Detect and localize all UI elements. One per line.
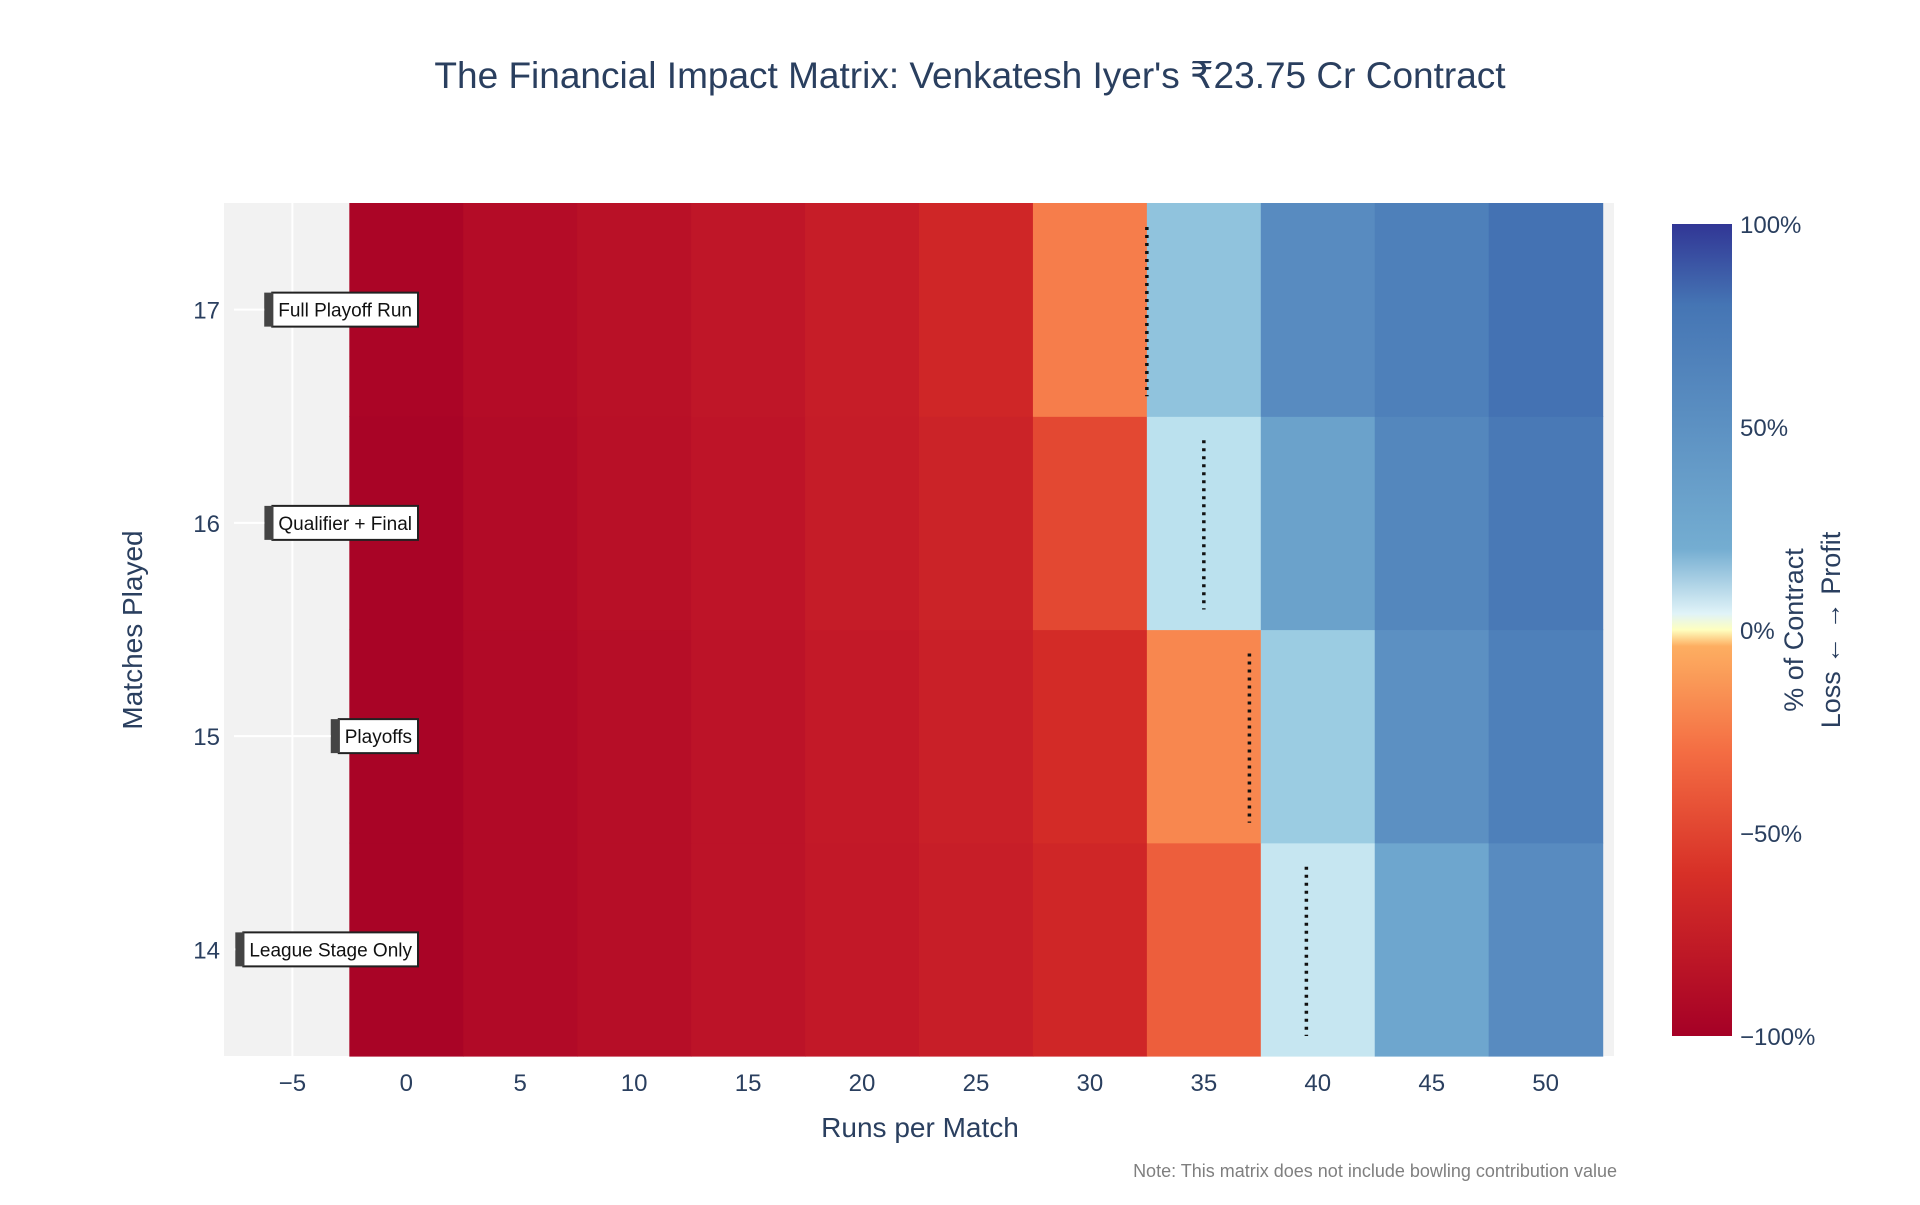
heatmap-cell (805, 416, 920, 631)
stage-label-text: Qualifier + Final (278, 514, 412, 535)
y-axis-ticks: 14 15 16 17 (193, 298, 220, 965)
x-tick-label: 30 (1077, 1070, 1104, 1097)
stage-label: League Stage Only (234, 931, 419, 968)
heatmap-cell (919, 842, 1034, 1057)
x-axis-title: Runs per Match (821, 1112, 1019, 1143)
heatmap-cell (1032, 416, 1148, 631)
y-tick-label: 14 (193, 937, 220, 964)
x-tick-label: 50 (1532, 1070, 1559, 1097)
heatmap-cell (1488, 842, 1604, 1057)
stage-label-text: Full Playoff Run (278, 301, 412, 322)
heatmap-cell (577, 842, 692, 1057)
heatmap-cell (1374, 416, 1490, 631)
colorbar-tick-label: −100% (1740, 1024, 1815, 1051)
chart-note: Note: This matrix does not include bowli… (1133, 1161, 1617, 1181)
x-tick-label: 20 (849, 1070, 876, 1097)
y-tick-label: 16 (193, 511, 220, 538)
stage-label-marker (235, 932, 245, 967)
colorbar-tick-label: 50% (1740, 415, 1788, 442)
stage-label: Full Playoff Run (234, 291, 419, 328)
colorbar-title-line2: Loss ← → Profit (1816, 531, 1846, 728)
heatmap-cell (1032, 203, 1148, 417)
stage-label-marker (264, 292, 274, 327)
heatmap-cell (1488, 203, 1604, 417)
heatmap-cells (349, 203, 1604, 1057)
heatmap-cell (1260, 842, 1376, 1057)
heatmap-cell (691, 842, 806, 1057)
heatmap-cell (805, 203, 920, 417)
heatmap-cell (919, 416, 1034, 631)
heatmap-cell (463, 416, 578, 631)
stage-label: Qualifier + Final (234, 504, 419, 541)
stage-label-box (337, 718, 419, 755)
heatmap-cell (805, 842, 920, 1057)
stage-label-text: League Stage Only (249, 940, 412, 961)
x-tick-label: 25 (963, 1070, 990, 1097)
heatmap-cell (1374, 842, 1490, 1057)
colorbar-tick-label: 0% (1740, 618, 1775, 645)
y-tick-label: 17 (193, 298, 220, 325)
chart-title: The Financial Impact Matrix: Venkatesh I… (434, 55, 1506, 96)
heatmap-cell (577, 203, 692, 417)
heatmap-cell (463, 842, 578, 1057)
colorbar-tick-label: −50% (1740, 821, 1802, 848)
heatmap-cell (1260, 416, 1376, 631)
heatmap-cell (1260, 629, 1376, 844)
heatmap-cell (1146, 842, 1262, 1057)
heatmap-cell (805, 629, 920, 844)
x-tick-label: 15 (735, 1070, 762, 1097)
heatmap-cell (691, 629, 806, 844)
heatmap-cell (1374, 629, 1490, 844)
heatmap-cell (919, 629, 1034, 844)
stage-label-box (271, 504, 419, 541)
heatmap-cell (1032, 629, 1148, 844)
heatmap-cell (1146, 203, 1262, 417)
colorbar (1672, 224, 1732, 1036)
colorbar-ticks: 100% 50% 0% −50% −100% (1740, 212, 1815, 1051)
colorbar-title-line1: % of Contract (1779, 548, 1809, 712)
x-tick-label: 40 (1304, 1070, 1331, 1097)
colorbar-tick-label: 100% (1740, 212, 1801, 239)
stage-label: Playoffs (234, 718, 419, 755)
heatmap-cell (1374, 203, 1490, 417)
x-tick-label: 10 (621, 1070, 648, 1097)
heatmap-cell (1488, 416, 1604, 631)
heatmap-cell (1260, 203, 1376, 417)
x-axis-ticks: −5 0 5 10 15 20 25 30 35 40 45 50 (279, 1070, 1559, 1097)
heatmap-cell (691, 416, 806, 631)
heatmap-cell (1032, 842, 1148, 1057)
stage-labels: League Stage Only Playoffs Qualifier + Fin… (234, 291, 419, 968)
heatmap-cell (1488, 629, 1604, 844)
stage-label-box (271, 291, 419, 328)
heatmap-cell (463, 629, 578, 844)
x-tick-label: −5 (279, 1070, 306, 1097)
x-tick-label: 35 (1190, 1070, 1217, 1097)
x-tick-label: 5 (514, 1070, 527, 1097)
heatmap-cell (577, 629, 692, 844)
stage-label-marker (264, 505, 274, 540)
heatmap-cell (463, 203, 578, 417)
x-tick-label: 0 (400, 1070, 413, 1097)
stage-label-marker (330, 719, 340, 754)
stage-label-box (242, 931, 419, 968)
heatmap-cell (691, 203, 806, 417)
heatmap-cell (919, 203, 1034, 417)
stage-label-text: Playoffs (345, 727, 412, 748)
heatmap-cell (1146, 629, 1262, 844)
x-tick-label: 45 (1418, 1070, 1445, 1097)
heatmap-cell (577, 416, 692, 631)
y-axis-title: Matches Played (117, 530, 148, 729)
y-tick-label: 15 (193, 724, 220, 751)
